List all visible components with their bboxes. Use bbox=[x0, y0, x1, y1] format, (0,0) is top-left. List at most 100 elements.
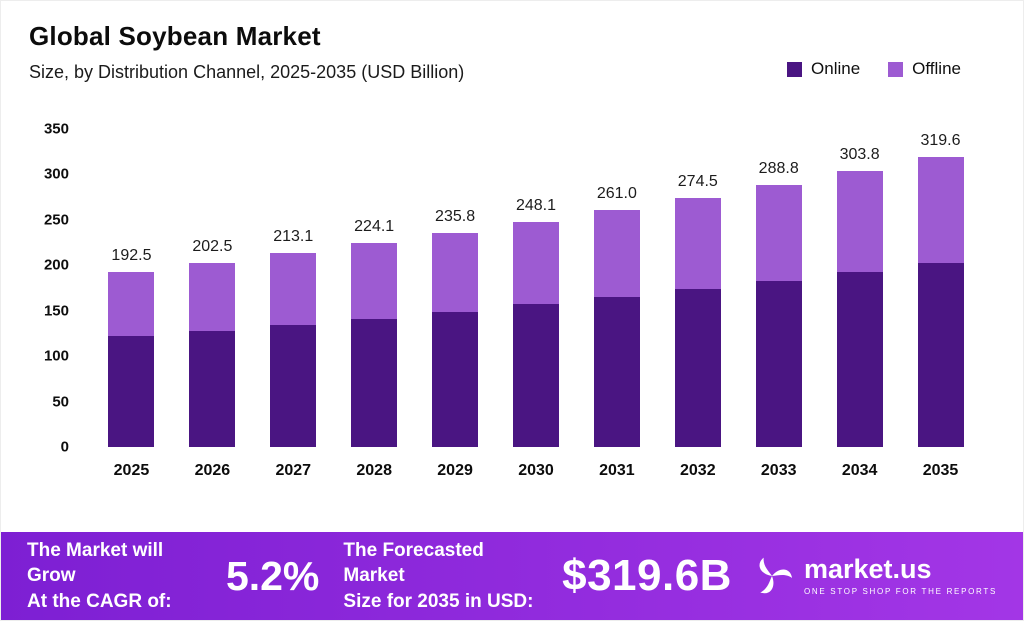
bar-stack bbox=[674, 197, 721, 447]
legend-item-online: Online bbox=[787, 59, 860, 79]
footer-banner: The Market will Grow At the CAGR of: 5.2… bbox=[1, 532, 1023, 620]
bar-segment-online bbox=[189, 330, 236, 447]
x-axis-label: 2026 bbox=[194, 462, 231, 479]
bar-segment-online bbox=[593, 297, 640, 447]
plot-area: 192.5 202.5 213.1 224.1 235.8 248.1 261.0 274.5… bbox=[91, 129, 981, 447]
bar-stack bbox=[836, 171, 883, 447]
bar-segment-offline bbox=[270, 253, 317, 326]
x-axis-label: 2027 bbox=[275, 462, 312, 479]
bar-stack bbox=[593, 209, 640, 447]
bar-segment-offline bbox=[108, 272, 155, 337]
bar-column: 224.1 bbox=[334, 218, 415, 447]
x-axis-label: 2033 bbox=[760, 462, 797, 479]
bar-segment-offline bbox=[512, 221, 559, 305]
x-axis: 2025 2026 2027 2028 2029 2030 2031 2032 2033 2034… bbox=[91, 462, 981, 480]
bar-column: 288.8 bbox=[738, 160, 819, 447]
forecast-caption-line1: The Forecasted Market bbox=[343, 540, 484, 587]
page-subtitle: Size, by Distribution Channel, 2025-2035… bbox=[29, 62, 465, 82]
bar-column: 274.5 bbox=[657, 173, 738, 447]
x-axis-label: 2031 bbox=[599, 462, 635, 479]
bar-total-label: 319.6 bbox=[920, 131, 961, 149]
legend-label-online: Online bbox=[811, 59, 861, 78]
bar-total-label: 248.1 bbox=[515, 196, 556, 214]
bar-total-label: 224.1 bbox=[354, 218, 395, 236]
marketus-logo-icon bbox=[759, 557, 792, 594]
forecast-caption: The Forecasted Market Size for 2035 in U… bbox=[343, 538, 536, 613]
legend-label-offline: Offline bbox=[912, 59, 961, 78]
bar-segment-online bbox=[674, 288, 721, 447]
y-axis-tick-label: 0 bbox=[60, 438, 69, 456]
bar-segment-online bbox=[108, 336, 155, 447]
bar-segment-offline bbox=[593, 209, 640, 298]
y-axis-tick-label: 250 bbox=[43, 211, 69, 229]
x-axis-label: 2028 bbox=[356, 462, 392, 479]
bar-segment-online bbox=[270, 325, 317, 447]
legend-swatch-offline bbox=[888, 61, 904, 77]
bar-total-label: 192.5 bbox=[111, 247, 152, 265]
bar-total-label: 274.5 bbox=[677, 172, 718, 190]
bar-stack bbox=[351, 243, 398, 447]
bar-segment-offline bbox=[432, 232, 479, 312]
bar-stack bbox=[917, 156, 964, 447]
bar-total-label: 202.5 bbox=[192, 238, 233, 256]
x-axis-label: 2030 bbox=[518, 462, 554, 479]
page-title: Global Soybean Market bbox=[29, 21, 321, 51]
bar-segment-online bbox=[836, 271, 883, 447]
bar-column: 235.8 bbox=[415, 208, 496, 447]
y-axis-tick-label: 100 bbox=[43, 347, 69, 365]
bar-column: 192.5 bbox=[91, 247, 172, 447]
cagr-value: 5.2% bbox=[225, 552, 320, 599]
bar-stack bbox=[108, 272, 155, 447]
bar-total-label: 213.1 bbox=[273, 228, 314, 246]
bar-segment-online bbox=[351, 318, 398, 447]
bar-column: 303.8 bbox=[819, 146, 900, 447]
stacked-bar-chart: 0 50 100 150 200 250 300 350 192.5 202.5 213.1 224… bbox=[27, 121, 993, 480]
bar-column: 261.0 bbox=[576, 185, 657, 447]
brand-name: market.us bbox=[803, 554, 932, 584]
y-axis-tick-label: 300 bbox=[43, 165, 69, 183]
cagr-caption-line1: The Market will Grow bbox=[27, 540, 164, 587]
x-axis-label: 2035 bbox=[922, 462, 959, 479]
bar-column: 213.1 bbox=[253, 228, 334, 447]
bar-stack bbox=[432, 232, 479, 447]
bar-segment-offline bbox=[189, 263, 236, 331]
cagr-caption-line2: At the CAGR of: bbox=[27, 590, 172, 612]
forecast-value: $319.6B bbox=[562, 551, 732, 600]
bar-segment-online bbox=[432, 311, 479, 447]
bar-total-label: 303.8 bbox=[839, 146, 880, 163]
forecast-caption-line2: Size for 2035 in USD: bbox=[343, 590, 534, 612]
y-axis-tick-label: 150 bbox=[43, 302, 69, 320]
bar-total-label: 261.0 bbox=[596, 184, 637, 202]
brand-lockup: market.us ONE STOP SHOP FOR THE REPORTS bbox=[750, 556, 997, 596]
bar-stack bbox=[270, 253, 317, 447]
bar-segment-offline bbox=[836, 171, 883, 272]
y-axis: 0 50 100 150 200 250 300 350 bbox=[27, 121, 79, 456]
cagr-caption: The Market will Grow At the CAGR of: bbox=[27, 538, 204, 613]
x-axis-label: 2034 bbox=[841, 462, 878, 479]
bar-segment-online bbox=[512, 304, 559, 447]
bar-stack bbox=[755, 184, 802, 447]
bar-column: 248.1 bbox=[496, 197, 577, 447]
brand-tagline: ONE STOP SHOP FOR THE REPORTS bbox=[803, 587, 997, 596]
x-axis-label: 2032 bbox=[680, 462, 716, 479]
bar-stack bbox=[189, 263, 236, 447]
x-axis-label: 2029 bbox=[437, 462, 473, 479]
bar-segment-offline bbox=[351, 243, 398, 319]
y-axis-tick-label: 350 bbox=[43, 120, 69, 138]
bar-total-label: 235.8 bbox=[435, 207, 476, 225]
bar-column: 319.6 bbox=[900, 132, 981, 447]
bar-column: 202.5 bbox=[172, 238, 253, 447]
legend-swatch-online bbox=[787, 61, 803, 77]
brand-text: market.us ONE STOP SHOP FOR THE REPORTS bbox=[803, 554, 997, 597]
y-axis-tick-label: 50 bbox=[52, 393, 69, 411]
bar-segment-online bbox=[917, 263, 964, 447]
y-axis-tick-label: 200 bbox=[43, 256, 69, 274]
bar-stack bbox=[512, 221, 559, 447]
legend-item-offline: Offline bbox=[888, 59, 961, 79]
bar-segment-online bbox=[755, 280, 802, 447]
x-axis-label: 2025 bbox=[113, 462, 150, 479]
bar-segment-offline bbox=[917, 156, 964, 264]
bar-segment-offline bbox=[674, 197, 721, 289]
bar-segment-offline bbox=[755, 184, 802, 281]
